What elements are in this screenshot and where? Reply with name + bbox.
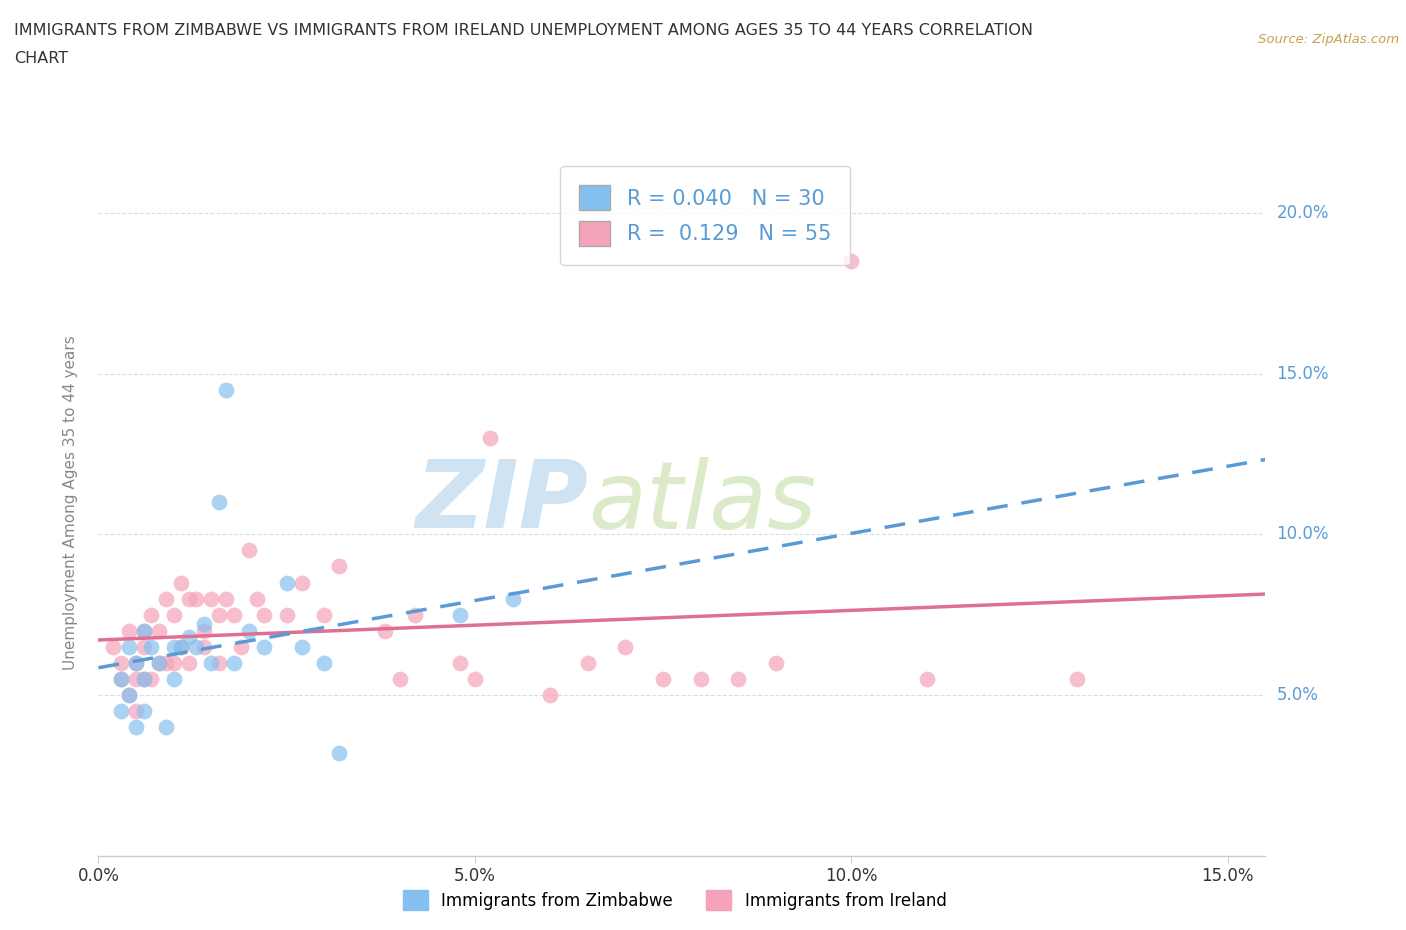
Point xyxy=(110,671,132,686)
Point xyxy=(314,656,336,671)
Point xyxy=(103,639,125,654)
Point xyxy=(222,607,245,622)
Point xyxy=(125,656,148,671)
Point xyxy=(163,671,186,686)
Point xyxy=(117,623,139,638)
Point xyxy=(132,623,155,638)
Text: ZIP: ZIP xyxy=(416,457,589,548)
Point xyxy=(139,607,162,622)
Text: CHART: CHART xyxy=(14,51,67,66)
Point xyxy=(502,591,524,606)
Point xyxy=(170,639,193,654)
Point xyxy=(576,656,599,671)
Point xyxy=(328,745,350,760)
Point xyxy=(915,671,938,686)
Point xyxy=(478,431,501,445)
Point xyxy=(163,607,186,622)
Point xyxy=(765,656,787,671)
Point xyxy=(186,591,208,606)
Point xyxy=(117,687,139,702)
Point xyxy=(170,639,193,654)
Point xyxy=(449,607,471,622)
Point xyxy=(132,623,155,638)
Point xyxy=(125,656,148,671)
Legend: Immigrants from Zimbabwe, Immigrants from Ireland: Immigrants from Zimbabwe, Immigrants fro… xyxy=(396,884,953,917)
Point xyxy=(215,382,238,397)
Point xyxy=(148,656,170,671)
Point xyxy=(208,656,231,671)
Point xyxy=(186,639,208,654)
Text: 15.0%: 15.0% xyxy=(1277,365,1329,382)
Point xyxy=(193,617,215,631)
Point xyxy=(464,671,486,686)
Legend: R = 0.040   N = 30, R =  0.129   N = 55: R = 0.040 N = 30, R = 0.129 N = 55 xyxy=(561,166,851,265)
Point xyxy=(373,623,395,638)
Text: atlas: atlas xyxy=(589,457,817,548)
Point xyxy=(148,623,170,638)
Point xyxy=(1066,671,1088,686)
Point xyxy=(276,607,298,622)
Point xyxy=(125,671,148,686)
Point xyxy=(110,656,132,671)
Point xyxy=(193,639,215,654)
Point xyxy=(652,671,675,686)
Point xyxy=(200,656,222,671)
Point xyxy=(155,591,177,606)
Point xyxy=(155,656,177,671)
Point xyxy=(208,607,231,622)
Point xyxy=(222,656,245,671)
Text: Source: ZipAtlas.com: Source: ZipAtlas.com xyxy=(1258,33,1399,46)
Point xyxy=(449,656,471,671)
Point xyxy=(170,575,193,590)
Point xyxy=(117,687,139,702)
Point xyxy=(110,671,132,686)
Point xyxy=(125,704,148,719)
Point xyxy=(839,254,862,269)
Text: 5.0%: 5.0% xyxy=(1277,686,1319,704)
Point xyxy=(110,704,132,719)
Point xyxy=(253,639,276,654)
Point xyxy=(177,591,200,606)
Point xyxy=(132,671,155,686)
Point xyxy=(200,591,222,606)
Text: 10.0%: 10.0% xyxy=(1277,525,1329,543)
Point xyxy=(291,639,314,654)
Point xyxy=(238,623,260,638)
Point xyxy=(193,623,215,638)
Point xyxy=(314,607,336,622)
Point xyxy=(132,639,155,654)
Point xyxy=(139,639,162,654)
Point xyxy=(208,495,231,510)
Point xyxy=(276,575,298,590)
Point xyxy=(614,639,637,654)
Point xyxy=(215,591,238,606)
Point xyxy=(689,671,711,686)
Point xyxy=(155,720,177,735)
Text: 20.0%: 20.0% xyxy=(1277,204,1329,222)
Point xyxy=(538,687,561,702)
Point xyxy=(132,671,155,686)
Point xyxy=(177,656,200,671)
Point xyxy=(727,671,749,686)
Point xyxy=(163,639,186,654)
Point xyxy=(388,671,411,686)
Point xyxy=(132,704,155,719)
Point xyxy=(177,630,200,644)
Point xyxy=(245,591,267,606)
Point xyxy=(253,607,276,622)
Point xyxy=(328,559,350,574)
Text: IMMIGRANTS FROM ZIMBABWE VS IMMIGRANTS FROM IRELAND UNEMPLOYMENT AMONG AGES 35 T: IMMIGRANTS FROM ZIMBABWE VS IMMIGRANTS F… xyxy=(14,23,1033,38)
Point xyxy=(125,720,148,735)
Point xyxy=(404,607,426,622)
Point xyxy=(117,639,139,654)
Point xyxy=(238,543,260,558)
Point xyxy=(139,671,162,686)
Y-axis label: Unemployment Among Ages 35 to 44 years: Unemployment Among Ages 35 to 44 years xyxy=(63,335,77,670)
Point xyxy=(291,575,314,590)
Point xyxy=(148,656,170,671)
Point xyxy=(231,639,253,654)
Point xyxy=(163,656,186,671)
